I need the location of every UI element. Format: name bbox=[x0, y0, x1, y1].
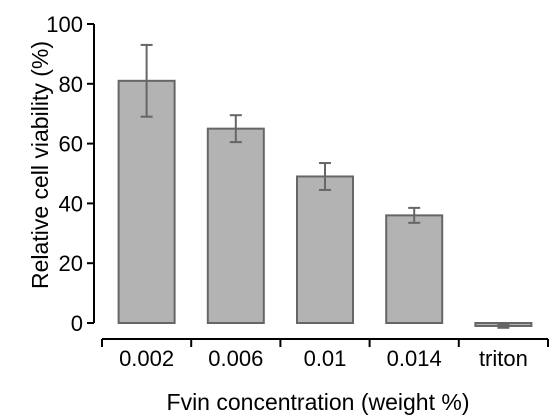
y-axis-title: Relative cell viability (%) bbox=[27, 41, 53, 289]
bar bbox=[385, 214, 444, 324]
y-tick-label: 80 bbox=[59, 72, 83, 97]
bar bbox=[206, 127, 265, 324]
x-tick-label: 0.006 bbox=[208, 346, 263, 371]
plot-area: 0 20 40 60 80 100 0.002 0.006 0.01 0.014 triton bbox=[46, 12, 549, 371]
x-tick-label: 0.002 bbox=[119, 346, 174, 371]
x-tick-label: triton bbox=[479, 346, 528, 371]
x-axis-title: Fvin concentration (weight %) bbox=[167, 389, 470, 415]
y-tick-label: 0 bbox=[71, 311, 83, 336]
x-tick-label: 0.01 bbox=[304, 346, 347, 371]
y-tick-label: 100 bbox=[46, 12, 83, 37]
y-tick-label: 60 bbox=[59, 132, 83, 157]
y-tick-label: 40 bbox=[59, 191, 83, 216]
bar bbox=[296, 175, 354, 324]
x-tick-label: 0.014 bbox=[387, 346, 442, 371]
y-tick-label: 20 bbox=[59, 251, 83, 276]
bar bbox=[117, 79, 176, 324]
